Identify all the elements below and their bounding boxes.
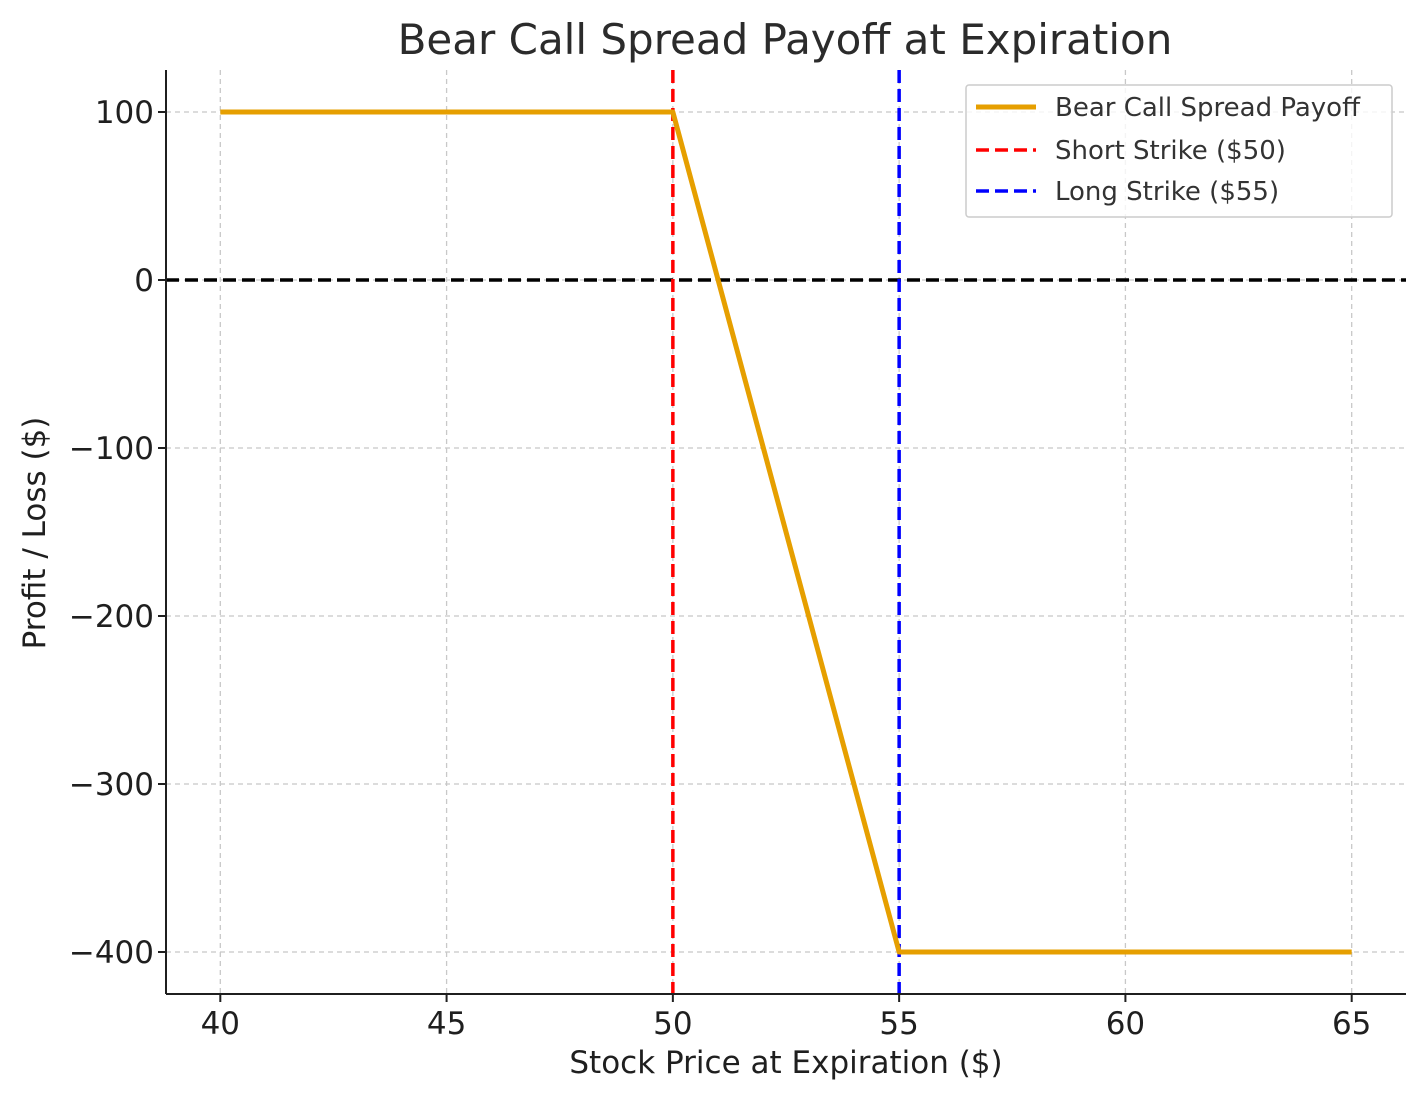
x-tick-label-0: 40 [201, 1006, 240, 1042]
y-tick-label-3: −200 [69, 599, 154, 635]
y-tick-label-5: −400 [69, 935, 154, 971]
legend-label-long-strike: Long Strike ($55) [1055, 177, 1279, 207]
axes [165, 70, 1406, 995]
x-tick-label-3: 55 [879, 1006, 918, 1042]
y-tick-label-2: −100 [69, 431, 154, 467]
y-tick-label-0: 100 [95, 95, 154, 131]
reference-lines [166, 70, 1406, 994]
x-tick-label-2: 50 [653, 1006, 692, 1042]
payoff-line [220, 109, 1352, 955]
x-axis-label: Stock Price at Expiration ($) [569, 1045, 1002, 1081]
chart-title: Bear Call Spread Payoff at Expiration [398, 15, 1173, 64]
y-axis-label: Profit / Loss ($) [17, 417, 53, 650]
legend-frame [965, 84, 1393, 218]
legend-label-short-strike: Short Strike ($50) [1055, 136, 1286, 166]
x-tick-label-4: 60 [1106, 1006, 1145, 1042]
legend-label-payoff: Bear Call Spread Payoff [1055, 93, 1361, 123]
x-tick-label-5: 65 [1332, 1006, 1371, 1042]
legend: Bear Call Spread Payoff Short Strike ($5… [965, 84, 1393, 218]
y-tick-label-4: −300 [69, 767, 154, 803]
series [220, 109, 1352, 955]
x-tick-label-1: 45 [427, 1006, 466, 1042]
y-tick-label-1: 0 [134, 263, 154, 299]
ticks: 40 45 50 55 60 65 100 0 −100 −200 −300 −400 [69, 95, 1372, 1042]
